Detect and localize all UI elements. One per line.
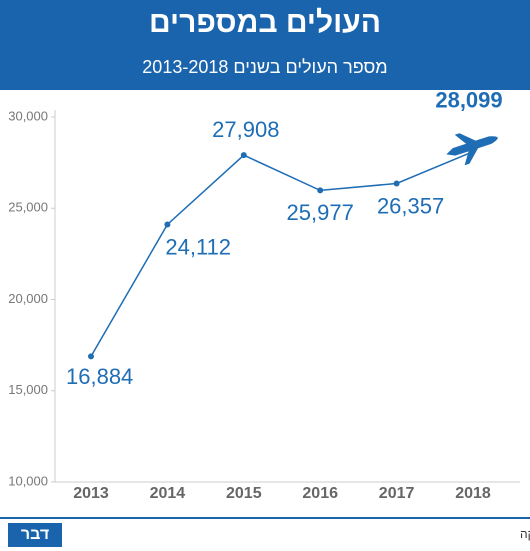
point [393,180,400,187]
x-tick-label: 2015 [226,485,262,502]
value-label: 16,884 [66,364,133,389]
subtitle-band [0,46,530,90]
point [88,353,94,360]
point [240,152,247,159]
line [90,151,474,357]
logo: דבר [21,526,49,543]
source: נתונים: הלשכה המרכזית לסטטיסטיקה [520,527,530,541]
y-tick-label: 10,000 [8,473,48,488]
header-band [0,0,530,46]
value-label: 25,977 [287,200,354,225]
point [164,221,171,228]
x-tick-label: 2016 [302,485,338,502]
chart-title: העולים במספרים [149,6,381,39]
x-tick-label: 2014 [150,485,186,502]
plane-marker [446,133,498,166]
y-tick-label: 20,000 [8,291,48,306]
point [317,187,324,194]
value-label: 24,112 [165,234,231,259]
logo-box [8,523,62,547]
value-label: 28,099 [435,88,502,113]
value-label: 27,908 [212,117,279,142]
chart-subtitle: מספר העולים בשנים 2013-2018 [142,57,387,77]
value-label: 26,357 [377,193,444,218]
x-tick-label: 2013 [73,485,109,502]
x-tick-label: 2017 [379,485,415,502]
y-tick-label: 30,000 [8,108,48,123]
y-tick-label: 15,000 [8,382,48,397]
x-tick-label: 2018 [455,485,491,502]
y-tick-label: 25,000 [8,200,48,215]
